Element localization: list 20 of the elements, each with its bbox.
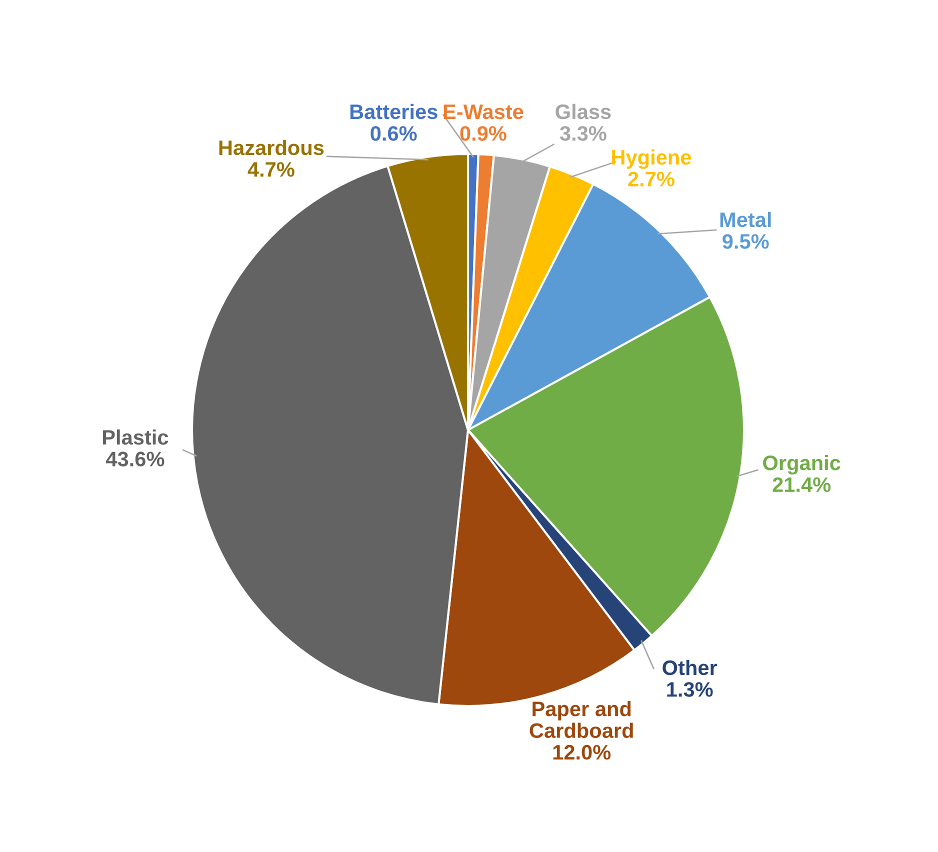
slice-label: Plastic (103, 429, 168, 445)
data-label: 9.5% (722, 234, 769, 249)
slice-label: Organic (763, 455, 840, 475)
data-label: 4.7% (248, 162, 294, 177)
slice-label: Hazardous (219, 140, 324, 156)
data-label: 0.9% (460, 126, 506, 141)
slice-label: Other (662, 660, 718, 676)
data-label: 12.0% (553, 744, 611, 760)
data-label: 43.6% (106, 452, 164, 466)
data-label: 2.7% (628, 172, 674, 186)
data-label: 21.4% (772, 477, 831, 492)
data-label: 1.3% (667, 682, 713, 697)
data-label: 0.6% (370, 126, 417, 141)
slice-label: Glass (556, 104, 611, 120)
data-label: 3.3% (560, 126, 606, 141)
slice-label: Metal (720, 212, 771, 228)
slice-label: Hygiene (612, 149, 692, 169)
slice-label: Batteries (350, 104, 438, 120)
slice-label: Paper and Cardboard (530, 701, 633, 738)
slice-label: E-Waste (444, 104, 524, 120)
